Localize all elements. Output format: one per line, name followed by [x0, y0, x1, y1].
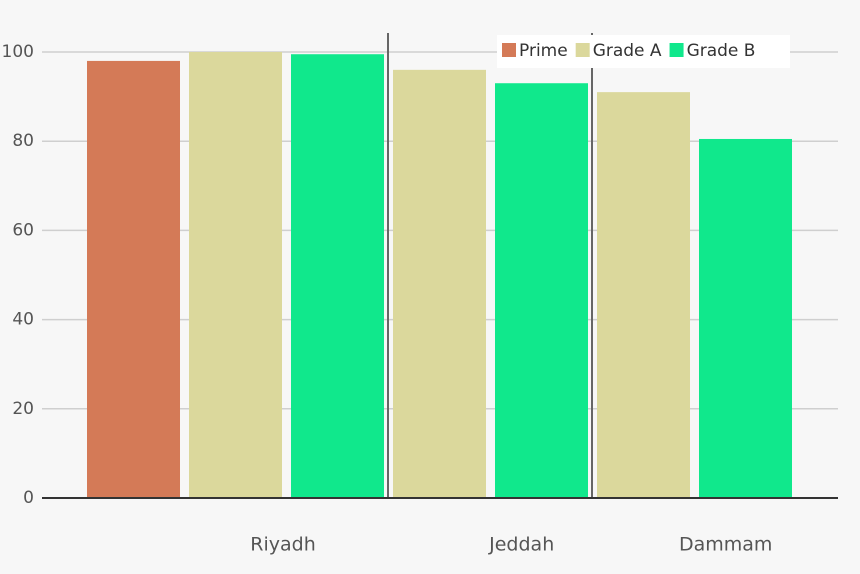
- bar: [87, 60, 180, 499]
- legend-box: [497, 35, 790, 68]
- bar: [291, 54, 384, 498]
- y-tick-label: 20: [12, 399, 34, 419]
- bar: [699, 138, 792, 498]
- y-tick-label: 0: [23, 488, 34, 508]
- y-tick-label: 100: [2, 42, 34, 62]
- bar: [189, 52, 282, 498]
- legend-label: Grade A: [593, 41, 662, 61]
- bar: [393, 69, 486, 498]
- y-tick-label: 80: [12, 131, 34, 151]
- x-tick-label: Jeddah: [488, 534, 554, 556]
- y-tick-label: 40: [12, 310, 34, 330]
- x-tick-label: Riyadh: [250, 534, 315, 556]
- bar: [495, 83, 588, 498]
- legend-swatch: [575, 43, 590, 57]
- legend-label: Grade B: [687, 41, 756, 61]
- y-tick-label: 60: [12, 220, 34, 240]
- legend-swatch: [669, 43, 684, 57]
- x-tick-label: Dammam: [679, 534, 772, 556]
- bar: [597, 92, 690, 498]
- legend-swatch: [502, 43, 516, 57]
- legend-label: Prime: [519, 41, 568, 61]
